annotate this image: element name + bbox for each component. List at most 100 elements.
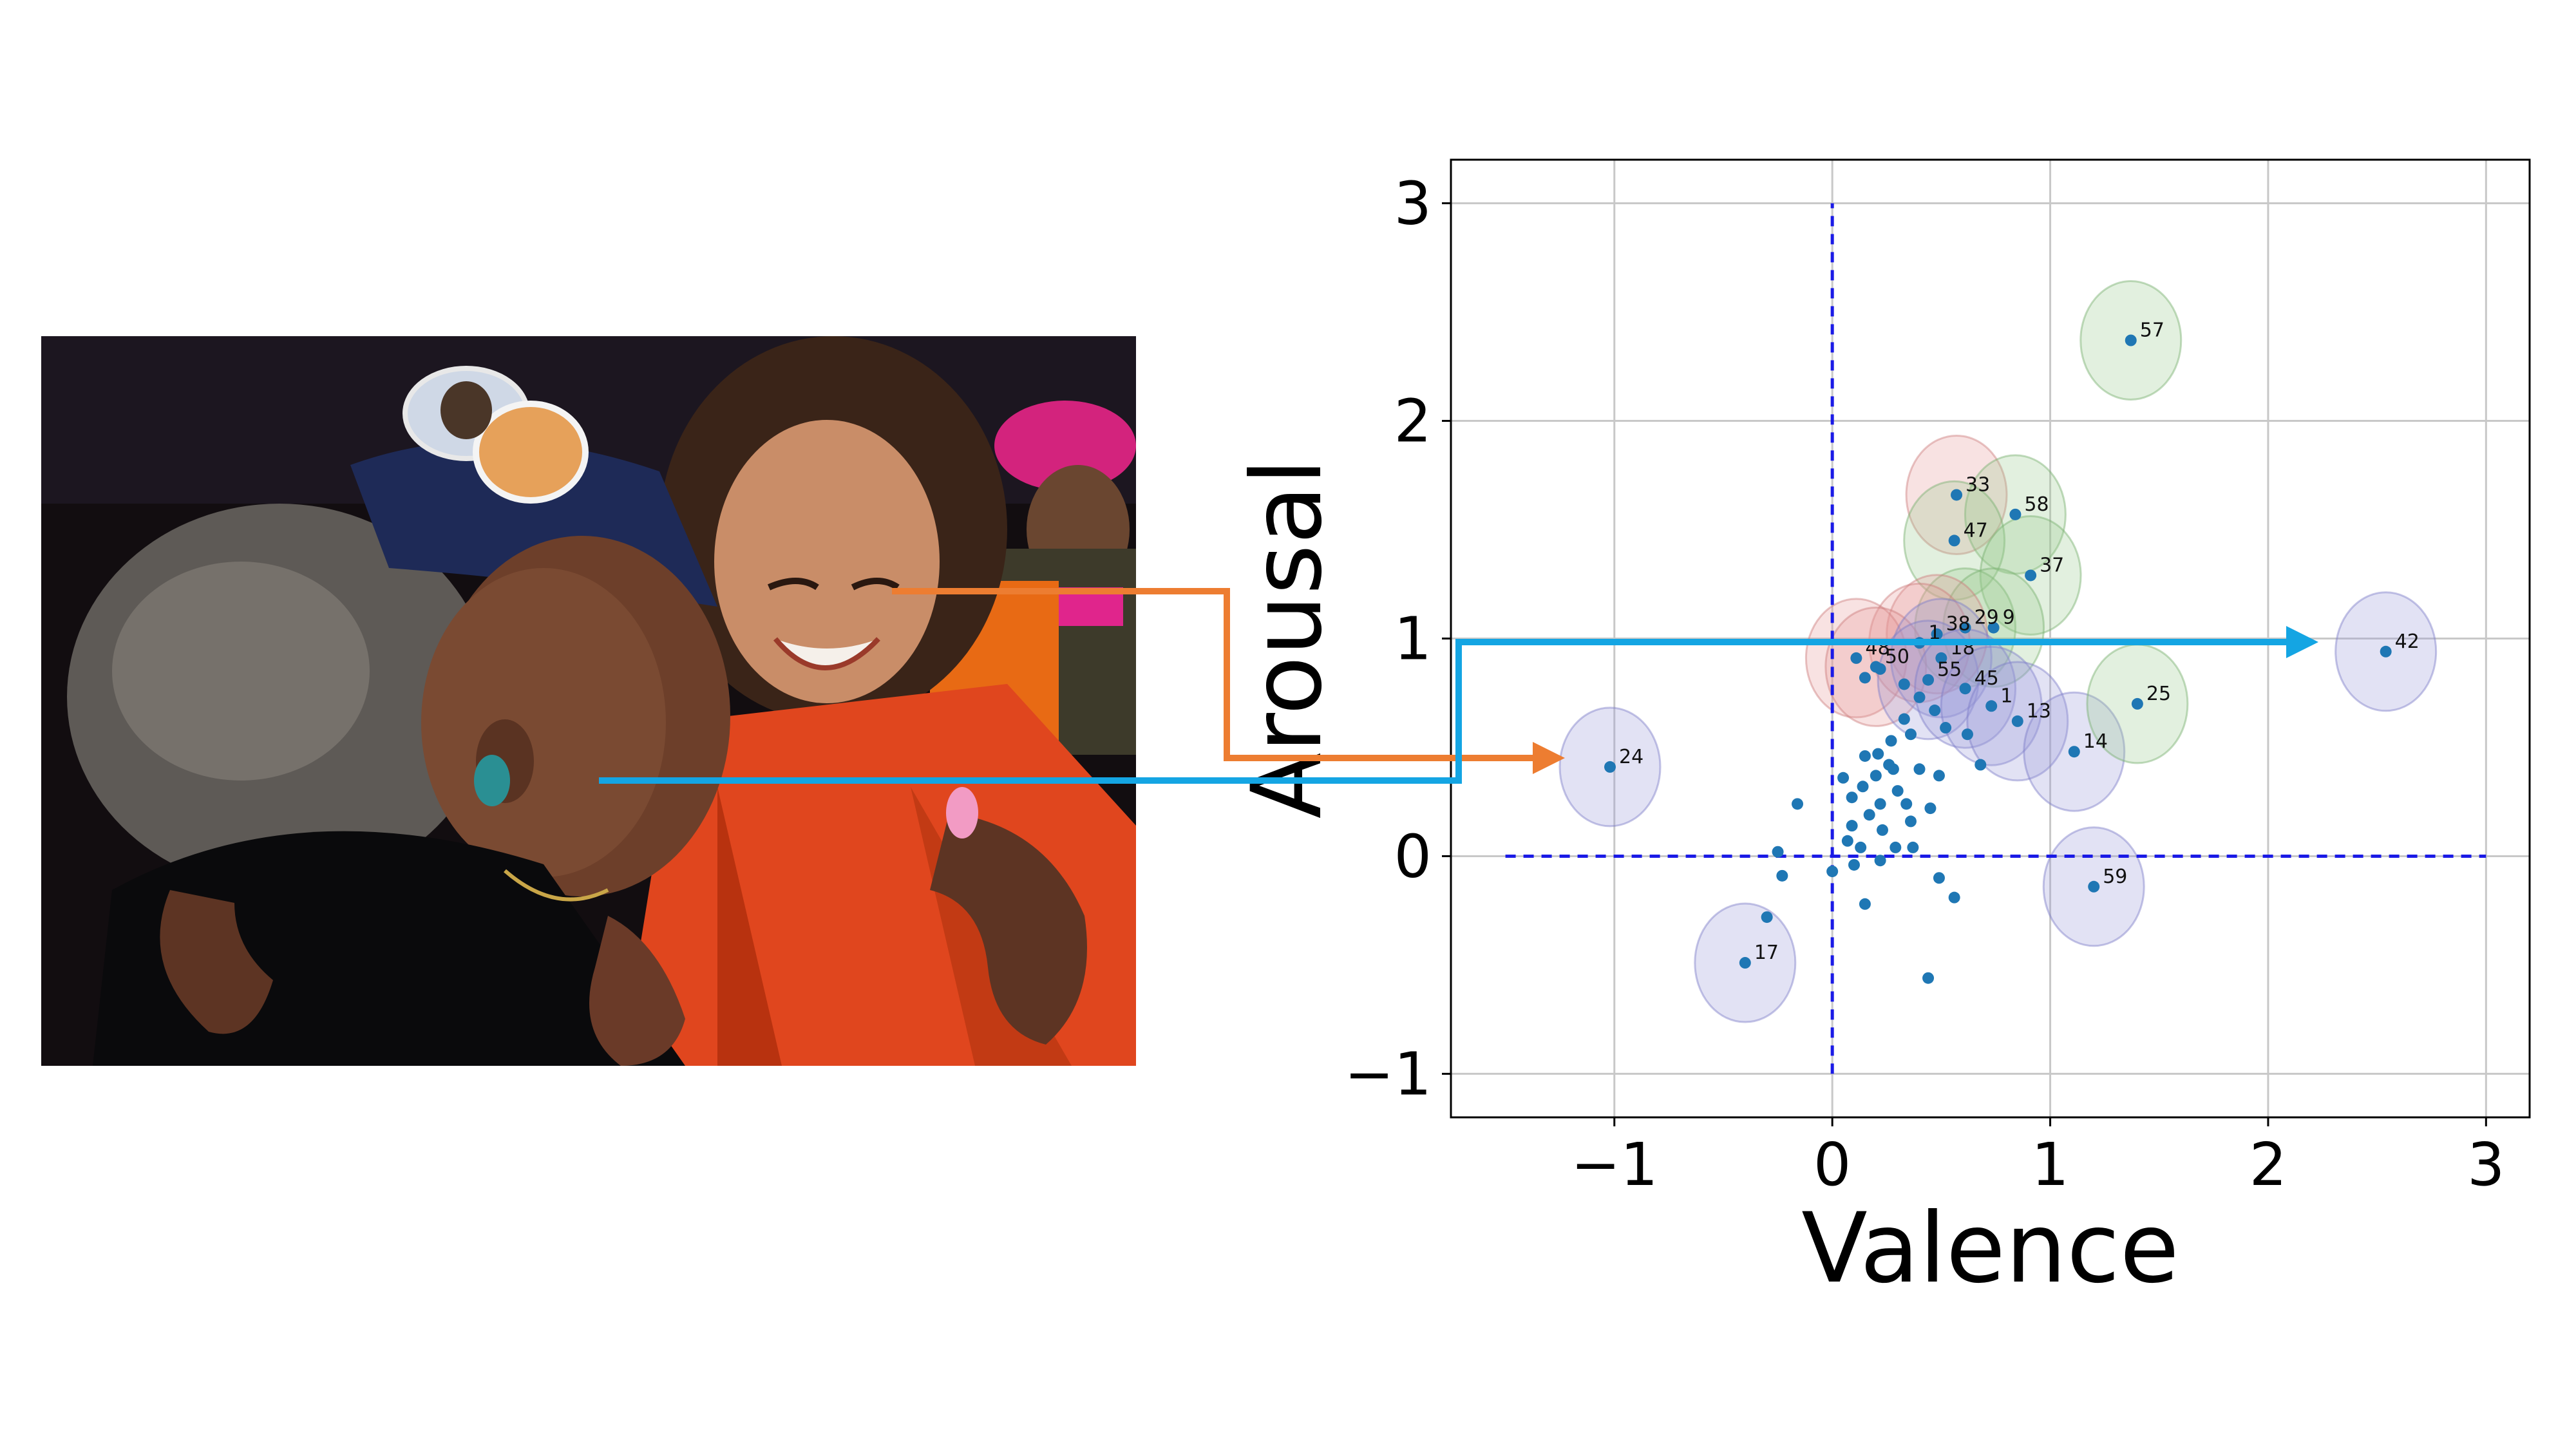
data-points	[1604, 334, 2392, 984]
data-point	[1792, 798, 1804, 810]
data-point	[1837, 772, 1850, 784]
data-point	[1859, 750, 1871, 762]
data-point	[1904, 728, 1917, 741]
data-point	[1874, 855, 1886, 867]
data-point	[1848, 858, 1861, 871]
data-point	[1898, 678, 1910, 690]
data-point-13	[2011, 715, 2023, 727]
x-tick-label: −1	[1571, 1130, 1658, 1199]
data-point	[1859, 898, 1871, 910]
point-label-57: 57	[2140, 319, 2164, 342]
data-point	[1887, 763, 1899, 775]
y-tick-label: 3	[1394, 169, 1432, 238]
data-point	[1874, 798, 1886, 810]
data-point-55	[1922, 674, 1935, 686]
data-point	[1922, 972, 1935, 984]
data-point	[1776, 869, 1788, 882]
x-tick-label: 3	[2467, 1130, 2505, 1199]
data-point	[1870, 770, 1882, 782]
data-point-29	[1959, 621, 1971, 634]
y-tick-label: 2	[1394, 387, 1432, 456]
y-axis-label: Arousal	[1231, 459, 1343, 819]
point-label-29: 29	[1975, 607, 1999, 629]
data-point-25	[2131, 697, 2143, 710]
point-label-38: 38	[1946, 613, 1971, 636]
point-label-42: 42	[2395, 630, 2420, 653]
data-point	[1907, 841, 1919, 853]
data-point-42	[2380, 645, 2392, 658]
data-point	[1877, 824, 1888, 836]
data-point	[1929, 705, 1941, 717]
point-label-50: 50	[1885, 645, 1909, 668]
data-point	[1855, 841, 1867, 853]
data-point	[1846, 820, 1858, 832]
data-point-37	[2025, 569, 2037, 582]
data-point-57	[2125, 334, 2137, 346]
x-tick-label: 2	[2249, 1130, 2287, 1199]
data-point	[1872, 748, 1884, 760]
data-point	[1885, 735, 1897, 747]
point-label-45: 45	[1975, 667, 1999, 690]
data-point	[1761, 911, 1773, 923]
point-label-24: 24	[1619, 746, 1643, 768]
point-label-37: 37	[2040, 554, 2064, 576]
point-label-13: 13	[2027, 700, 2051, 723]
data-point	[1898, 713, 1910, 725]
data-point-24	[1604, 761, 1616, 773]
data-point-38	[1931, 628, 1943, 640]
point-label-9: 9	[2003, 607, 2015, 629]
hugging-people-photo	[41, 336, 1136, 1066]
data-point-45	[1959, 683, 1971, 695]
data-point-17	[1739, 957, 1751, 969]
data-point	[1961, 728, 1973, 741]
data-point	[1940, 722, 1952, 734]
data-point-47	[1948, 535, 1960, 547]
orange-annotation-arrow	[892, 588, 1565, 774]
data-point	[1841, 835, 1853, 847]
point-label-17: 17	[1754, 942, 1779, 964]
data-point	[1904, 815, 1917, 828]
point-label-33: 33	[1965, 473, 1990, 496]
data-point	[1913, 691, 1926, 703]
data-point	[1924, 802, 1937, 815]
data-point-14	[2068, 746, 2080, 758]
data-point	[1857, 781, 1869, 793]
x-axis-label: Valence	[1801, 1193, 2179, 1305]
y-tick-label: 0	[1394, 822, 1432, 891]
axis-ticks: −1 0 1 2 3 −1 0 1 2 3	[1344, 169, 2505, 1199]
point-label-55: 55	[1937, 659, 1962, 681]
point-label-14: 14	[2083, 730, 2108, 753]
data-point	[1846, 791, 1858, 804]
data-point	[1826, 866, 1839, 878]
x-tick-label: 1	[2031, 1130, 2069, 1199]
data-point-50	[1870, 661, 1882, 673]
data-point	[1891, 785, 1904, 797]
data-point-33	[1951, 489, 1963, 501]
data-point	[1772, 846, 1784, 858]
data-point	[1859, 672, 1871, 684]
data-point-59	[2088, 880, 2100, 893]
data-point	[1913, 763, 1926, 775]
y-tick-label: 1	[1394, 605, 1432, 674]
y-tick-label: −1	[1344, 1039, 1432, 1108]
data-point	[1933, 770, 1945, 782]
data-point-18	[1935, 652, 1947, 664]
x-tick-label: 0	[1814, 1130, 1852, 1199]
data-point-1	[1985, 700, 1998, 712]
point-label-58: 58	[2024, 493, 2049, 516]
data-point-48	[1850, 652, 1862, 664]
chart-grid	[1451, 160, 2530, 1117]
point-label-1: 1	[2000, 685, 2012, 707]
point-label-1: 1	[1929, 621, 1941, 644]
point-label-25: 25	[2146, 683, 2171, 705]
data-point-9	[1987, 621, 2000, 634]
point-label-47: 47	[1964, 519, 1988, 542]
data-point	[1863, 809, 1875, 821]
reference-lines	[1505, 203, 2486, 1074]
data-point	[1948, 891, 1960, 904]
confidence-ellipses	[1558, 280, 2438, 1023]
data-point	[1889, 841, 1902, 853]
data-point	[1975, 759, 1987, 771]
data-point-58	[2009, 508, 2022, 520]
